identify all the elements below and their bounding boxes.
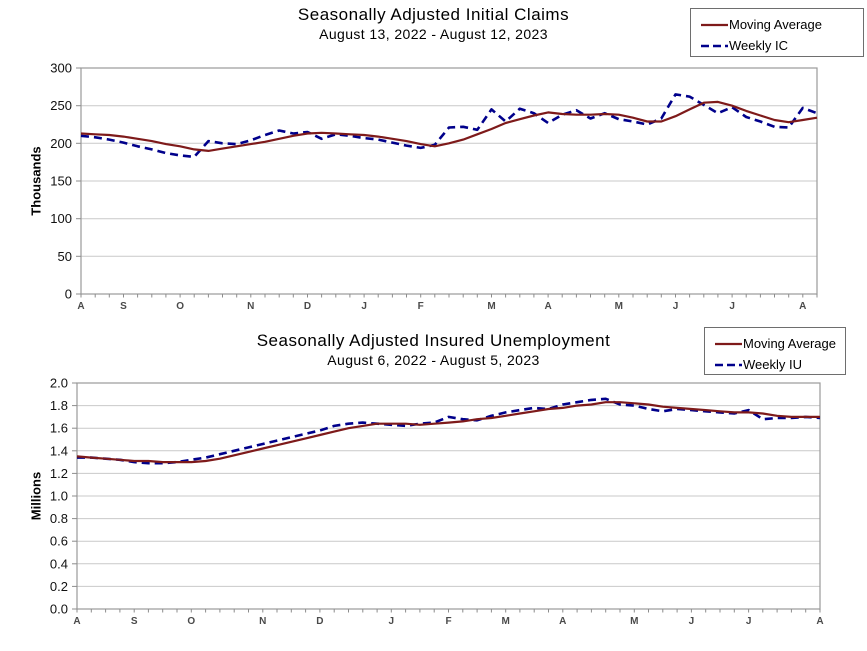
svg-text:A: A: [559, 616, 566, 627]
initial-claims-title: Seasonally Adjusted Initial Claims: [297, 5, 570, 24]
svg-text:A: A: [73, 616, 80, 627]
svg-text:150: 150: [50, 174, 72, 189]
svg-text:M: M: [630, 616, 638, 627]
svg-text:0: 0: [65, 287, 72, 302]
svg-text:D: D: [316, 616, 323, 627]
svg-text:0.4: 0.4: [50, 556, 68, 571]
svg-text:J: J: [361, 301, 367, 312]
svg-text:100: 100: [50, 211, 72, 226]
svg-text:M: M: [502, 616, 510, 627]
svg-text:F: F: [445, 616, 451, 627]
weekly-iu-line-swatch: [715, 363, 742, 366]
svg-text:O: O: [176, 301, 184, 312]
svg-text:0.2: 0.2: [50, 579, 68, 594]
svg-text:200: 200: [50, 136, 72, 151]
insured-unemployment-subtitle: August 6, 2022 - August 5, 2023: [327, 352, 540, 368]
insured-unemployment-title: Seasonally Adjusted Insured Unemployment: [256, 331, 611, 350]
svg-text:1.8: 1.8: [50, 398, 68, 413]
svg-text:0.6: 0.6: [50, 534, 68, 549]
svg-text:0.8: 0.8: [50, 511, 68, 526]
svg-text:J: J: [389, 616, 395, 627]
svg-text:D: D: [304, 301, 311, 312]
svg-text:M: M: [487, 301, 495, 312]
svg-text:1.4: 1.4: [50, 443, 68, 458]
moving-average-line-swatch: [701, 23, 728, 26]
svg-text:1.6: 1.6: [50, 421, 68, 436]
svg-text:A: A: [544, 301, 551, 312]
svg-text:2.0: 2.0: [50, 376, 68, 391]
svg-text:J: J: [673, 301, 679, 312]
svg-text:O: O: [187, 616, 195, 627]
legend-label-moving-average: Moving Average: [729, 17, 822, 32]
svg-text:250: 250: [50, 98, 72, 113]
insured-unemployment-plot-area: 2.0 1.8 1.6 1.4 1.2 1.0 0.8 0.6 0.4 0.2 0.0 A S O N D J F…: [50, 376, 824, 628]
svg-text:1.2: 1.2: [50, 466, 68, 481]
svg-text:S: S: [120, 301, 127, 312]
svg-text:N: N: [247, 301, 254, 312]
legend-item-weekly-ic: Weekly IC: [701, 35, 863, 56]
insured-unemployment-legend: Moving Average Weekly IU: [704, 327, 846, 375]
svg-text:A: A: [77, 301, 84, 312]
svg-text:S: S: [131, 616, 138, 627]
legend-label-moving-average: Moving Average: [743, 336, 836, 351]
initial-claims-subtitle: August 13, 2022 - August 12, 2023: [319, 26, 548, 42]
legend-label-weekly-iu: Weekly IU: [743, 357, 802, 372]
legend-item-weekly-iu: Weekly IU: [715, 354, 845, 375]
initial-claims-legend: Moving Average Weekly IC: [690, 8, 864, 57]
legend-item-moving-average: Moving Average: [701, 14, 863, 35]
svg-text:M: M: [615, 301, 623, 312]
svg-text:A: A: [799, 301, 806, 312]
svg-text:1.0: 1.0: [50, 489, 68, 504]
svg-text:J: J: [746, 616, 752, 627]
svg-text:A: A: [816, 616, 823, 627]
legend-item-moving-average: Moving Average: [715, 333, 845, 354]
weekly-ic-line-swatch: [701, 44, 728, 47]
svg-text:0.0: 0.0: [50, 602, 68, 617]
moving-average-line-swatch: [715, 342, 742, 345]
legend-label-weekly-ic: Weekly IC: [729, 38, 788, 53]
svg-text:J: J: [729, 301, 735, 312]
svg-text:N: N: [259, 616, 266, 627]
svg-text:F: F: [418, 301, 424, 312]
svg-text:300: 300: [50, 61, 72, 76]
svg-text:J: J: [689, 616, 695, 627]
svg-text:50: 50: [58, 249, 72, 264]
